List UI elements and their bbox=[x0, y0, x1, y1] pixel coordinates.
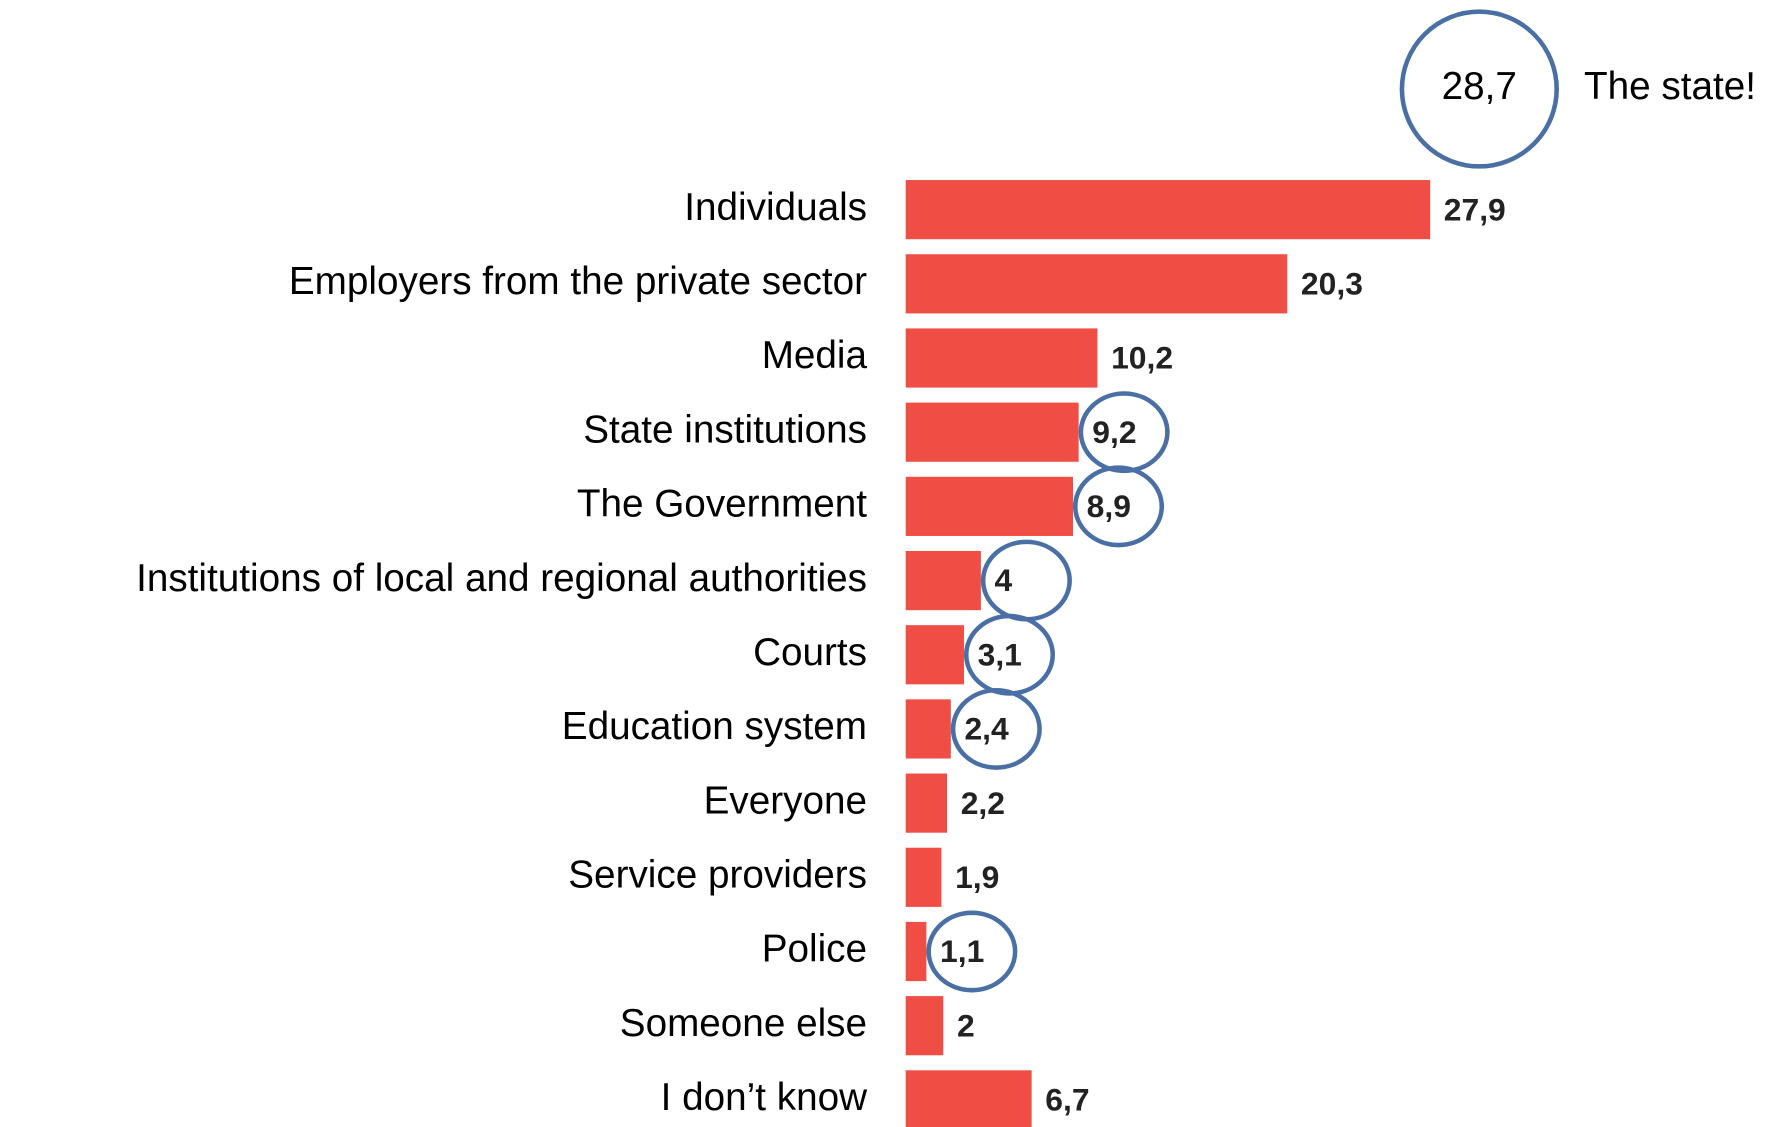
bar bbox=[905, 254, 1288, 314]
annotation-circle bbox=[1399, 9, 1559, 169]
bar bbox=[905, 550, 981, 611]
category-label: Education system bbox=[562, 705, 867, 748]
category-label: Police bbox=[762, 928, 867, 971]
value-label: 1,9 bbox=[955, 859, 999, 895]
value-label: 27,9 bbox=[1444, 191, 1506, 227]
category-label: Individuals bbox=[684, 186, 867, 229]
annotation-value: 28,7 bbox=[1442, 65, 1517, 108]
value-label: 3,1 bbox=[978, 636, 1022, 672]
bar bbox=[905, 921, 927, 982]
category-label: Employers from the private sector bbox=[289, 260, 867, 303]
value-label: 9,2 bbox=[1092, 414, 1136, 450]
category-label: The Government bbox=[577, 483, 867, 526]
value-label: 4 bbox=[995, 562, 1013, 598]
bar bbox=[905, 180, 1431, 240]
value-label: 2,4 bbox=[964, 711, 1009, 747]
value-label: 6,7 bbox=[1045, 1082, 1089, 1118]
category-label: Courts bbox=[753, 631, 867, 674]
value-label: 1,1 bbox=[940, 933, 984, 969]
bar bbox=[905, 328, 1098, 388]
value-label: 2 bbox=[957, 1007, 975, 1043]
highlight-circle bbox=[926, 910, 1018, 993]
bar bbox=[905, 847, 942, 907]
bar bbox=[905, 996, 944, 1056]
highlight-circle bbox=[1072, 465, 1165, 548]
bar bbox=[905, 402, 1079, 462]
value-label: 10,2 bbox=[1111, 340, 1173, 376]
category-label: Media bbox=[762, 334, 868, 377]
highlight-circle bbox=[950, 687, 1042, 770]
bar bbox=[905, 625, 964, 685]
category-label: Service providers bbox=[568, 854, 867, 897]
annotation-text: The state! bbox=[1584, 65, 1756, 108]
highlight-circle bbox=[1078, 391, 1170, 474]
category-label: State institutions bbox=[583, 408, 867, 451]
category-label: I don’t know bbox=[661, 1076, 868, 1119]
category-label: Everyone bbox=[704, 779, 867, 822]
bar bbox=[905, 699, 951, 759]
value-label: 20,3 bbox=[1301, 266, 1363, 302]
bar bbox=[905, 1070, 1032, 1127]
value-label: 2,2 bbox=[961, 785, 1005, 821]
category-label: Someone else bbox=[620, 1002, 867, 1045]
bar bbox=[905, 773, 948, 833]
value-label: 8,9 bbox=[1087, 488, 1131, 524]
bar bbox=[905, 476, 1073, 536]
category-label: Institutions of local and regional autho… bbox=[136, 557, 867, 600]
